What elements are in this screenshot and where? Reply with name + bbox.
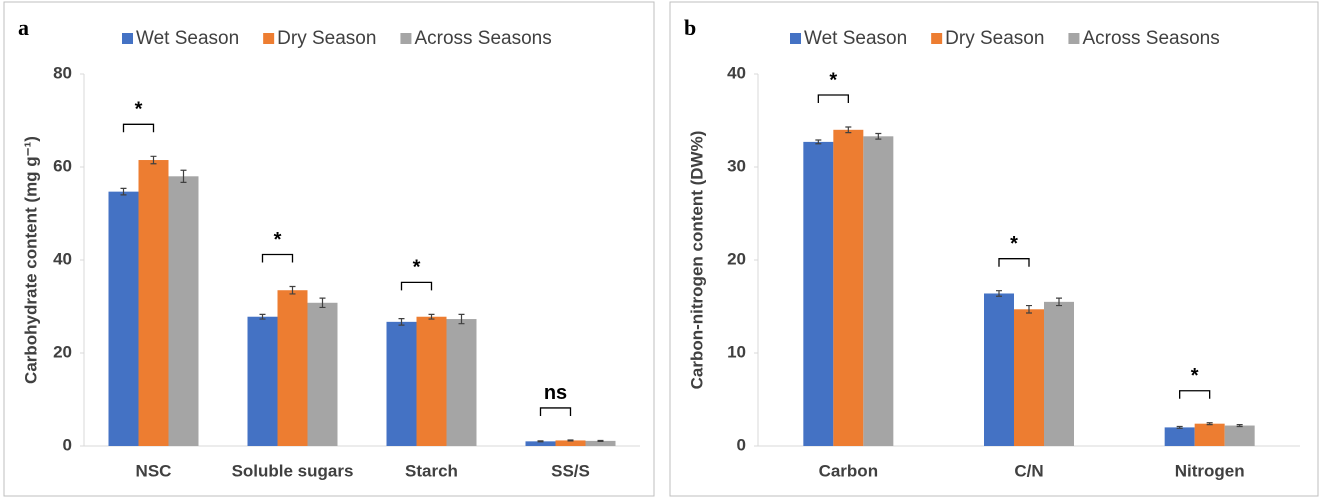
significance-bracket <box>539 407 572 416</box>
error-bar <box>1056 297 1062 307</box>
y-tick-label: 40 <box>53 249 72 268</box>
y-tick-label: 0 <box>63 435 72 454</box>
legend-swatch <box>931 33 943 44</box>
bar <box>168 176 199 447</box>
bar <box>307 302 338 446</box>
x-tick-label: Soluble sugars <box>232 461 354 480</box>
significance-bracket <box>998 258 1030 267</box>
error-bar <box>1206 422 1213 426</box>
error-bar <box>1026 304 1032 314</box>
bar <box>1224 425 1255 446</box>
significance-bracket <box>1179 390 1211 399</box>
significance-label: * <box>1010 233 1018 255</box>
bar <box>525 441 556 446</box>
bar <box>247 316 278 446</box>
bar <box>833 129 864 447</box>
significance-bracket <box>122 123 155 133</box>
significance-bracket <box>261 253 294 263</box>
error-bar <box>815 139 822 145</box>
error-bar <box>1176 425 1183 429</box>
error-bar <box>875 132 882 140</box>
bar <box>555 440 586 446</box>
x-tick-label: Carbon <box>819 461 879 480</box>
legend-swatch <box>1068 33 1080 44</box>
bar <box>1164 427 1195 446</box>
y-tick-label: 60 <box>53 156 72 175</box>
legend-swatch <box>122 33 133 44</box>
bar <box>803 141 834 446</box>
significance-label: * <box>413 257 421 279</box>
error-bar <box>428 313 435 320</box>
error-bar <box>150 155 157 165</box>
y-tick-label: 10 <box>727 342 746 361</box>
error-bar <box>597 439 604 442</box>
legend-swatch <box>400 33 412 44</box>
legend-label: Dry Season <box>277 28 376 49</box>
error-bar <box>398 317 405 326</box>
panel-label: a <box>18 15 29 40</box>
significance-label: * <box>274 229 282 251</box>
y-tick-label: 40 <box>727 63 746 82</box>
significance-label: * <box>135 99 143 121</box>
y-tick-label: 20 <box>727 249 746 268</box>
x-tick-label: Starch <box>405 461 458 480</box>
error-bar <box>259 313 266 320</box>
bar <box>1044 301 1074 446</box>
y-tick-label: 20 <box>53 342 72 361</box>
bar <box>863 136 894 446</box>
y-axis-label: Carbon-nitrogen content (DW%) <box>687 131 706 390</box>
bar <box>585 440 616 446</box>
error-bar <box>996 290 1002 297</box>
bar <box>1194 423 1225 446</box>
error-bar <box>567 439 574 442</box>
error-bar <box>537 440 544 443</box>
legend-label: Dry Season <box>945 28 1044 49</box>
y-tick-label: 30 <box>727 156 746 175</box>
significance-bracket <box>817 94 849 104</box>
bar <box>386 321 417 446</box>
error-bar <box>458 313 465 325</box>
error-bar <box>845 126 852 134</box>
x-tick-label: C/N <box>1014 461 1043 480</box>
bar <box>984 293 1014 446</box>
error-bar <box>1236 424 1243 428</box>
bar <box>108 191 139 446</box>
legend-label: Across Seasons <box>414 28 551 49</box>
legend-label: Wet Season <box>804 28 907 49</box>
bar <box>416 316 447 446</box>
panel-label: b <box>684 15 696 40</box>
legend-label: Across Seasons <box>1082 28 1219 49</box>
x-tick-label: SS/S <box>551 461 590 480</box>
bar <box>446 319 477 446</box>
significance-label: * <box>1191 365 1199 387</box>
y-axis-label: Carbohydrate content (mg g⁻¹) <box>21 136 40 384</box>
error-bar <box>120 187 127 196</box>
significance-label: ns <box>544 382 567 404</box>
bar <box>277 290 308 446</box>
error-bar <box>319 297 326 309</box>
bar <box>138 160 169 446</box>
legend-swatch <box>790 33 801 44</box>
significance-label: * <box>829 69 837 91</box>
x-tick-label: NSC <box>136 461 172 480</box>
error-bar <box>180 169 187 183</box>
significance-bracket <box>400 281 433 291</box>
bar <box>1014 309 1044 446</box>
y-tick-label: 80 <box>53 63 72 82</box>
error-bar <box>289 285 296 295</box>
legend-label: Wet Season <box>136 28 239 49</box>
y-tick-label: 0 <box>737 435 746 454</box>
legend-swatch <box>263 33 275 44</box>
x-tick-label: Nitrogen <box>1175 461 1245 480</box>
